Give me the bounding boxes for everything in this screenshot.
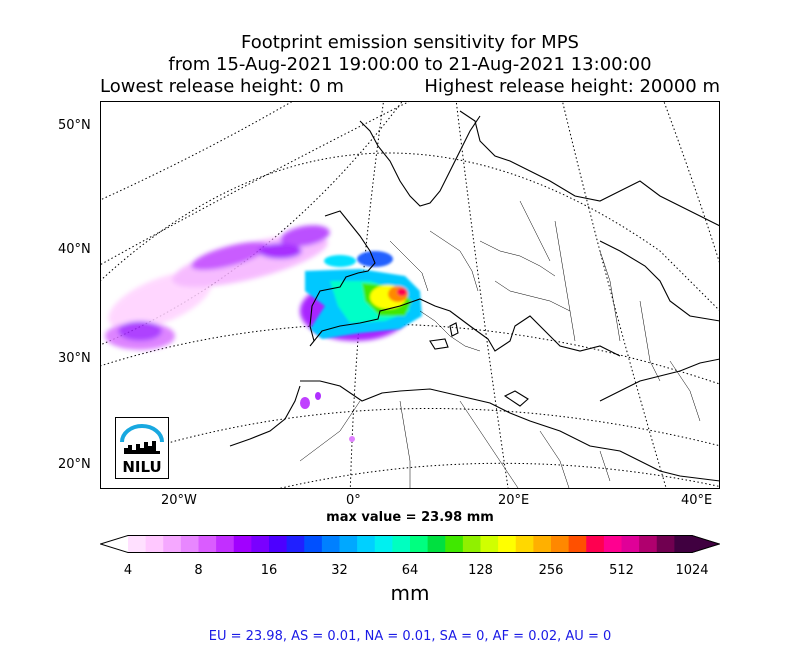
colorbar-segment xyxy=(427,535,446,553)
colorbar-outline xyxy=(100,535,720,553)
colorbar-segment xyxy=(321,535,340,553)
colorbar-segment xyxy=(498,535,517,553)
lon-label-40e: 40°E xyxy=(681,493,713,508)
footprint-map xyxy=(100,101,720,489)
colorbar-segment xyxy=(145,535,164,553)
lat-label-40n: 40°N xyxy=(58,242,91,257)
colorbar-tick-label: 64 xyxy=(401,563,419,578)
colorbar-segment xyxy=(198,535,217,553)
highest-release-height: Highest release height: 20000 m xyxy=(424,76,720,97)
colorbar-segment xyxy=(462,535,481,553)
colorbar-tick-label: 16 xyxy=(260,563,278,578)
colorbar xyxy=(100,535,720,553)
max-value: max value = 23.98 mm xyxy=(326,510,494,525)
colorbar-segment xyxy=(515,535,534,553)
colorbar-segment xyxy=(357,535,376,553)
colorbar-max-extension xyxy=(692,535,720,553)
colorbar-segment xyxy=(233,535,252,553)
colorbar-segment xyxy=(621,535,640,553)
colorbar-segment xyxy=(216,535,235,553)
region-statistics: EU = 23.98, AS = 0.01, NA = 0.01, SA = 0… xyxy=(208,629,612,644)
colorbar-segment xyxy=(674,535,693,553)
colorbar-segment xyxy=(410,535,429,553)
colorbar-segment xyxy=(251,535,270,553)
lat-label-30n: 30°N xyxy=(58,351,91,366)
colorbar-segment xyxy=(392,535,411,553)
release-heights: Lowest release height: 0 m Highest relea… xyxy=(100,76,720,98)
colorbar-segment xyxy=(339,535,358,553)
colorbar-segment xyxy=(551,535,570,553)
map-time-range: from 15-Aug-2021 19:00:00 to 21-Aug-2021… xyxy=(168,54,652,75)
colorbar-segment xyxy=(480,535,499,553)
lon-label-20e: 20°E xyxy=(498,493,530,508)
colorbar-segment xyxy=(180,535,199,553)
colorbar-segment xyxy=(603,535,622,553)
colorbar-segment xyxy=(286,535,305,553)
colorbar-tick-label: 8 xyxy=(194,563,203,578)
lat-label-50n: 50°N xyxy=(58,118,91,133)
colorbar-segment xyxy=(163,535,182,553)
lowest-release-height: Lowest release height: 0 m xyxy=(100,76,344,97)
colorbar-tick-label: 1024 xyxy=(675,563,709,578)
colorbar-tick-label: 128 xyxy=(468,563,493,578)
colorbar-segment xyxy=(568,535,587,553)
nilu-logo-text: NILU xyxy=(122,458,161,476)
colorbar-segment xyxy=(639,535,658,553)
colorbar-segment xyxy=(656,535,675,553)
colorbar-tick-label: 256 xyxy=(538,563,564,578)
colorbar-min-extension xyxy=(100,535,128,553)
map-title: Footprint emission sensitivity for MPS xyxy=(241,32,579,53)
colorbar-segment xyxy=(128,535,147,553)
lat-label-20n: 20°N xyxy=(58,457,91,472)
nilu-logo-icon: NILU xyxy=(120,424,164,476)
lon-label-0: 0° xyxy=(346,493,361,508)
lon-label-20w: 20°W xyxy=(161,493,197,508)
colorbar-segment xyxy=(269,535,288,553)
colorbar-unit: mm xyxy=(390,581,430,605)
colorbar-segment xyxy=(374,535,393,553)
colorbar-segment xyxy=(533,535,552,553)
country-borders xyxy=(299,200,701,489)
colorbar-segment xyxy=(445,535,464,553)
emission-plume xyxy=(105,225,422,442)
nilu-logo: NILU xyxy=(115,417,169,479)
colorbar-segment xyxy=(304,535,323,553)
colorbar-segment xyxy=(586,535,605,553)
coastlines xyxy=(229,110,720,482)
colorbar-tick-label: 512 xyxy=(609,563,634,578)
colorbar-tick-label: 4 xyxy=(123,563,133,578)
colorbar-tick-label: 32 xyxy=(331,563,348,578)
